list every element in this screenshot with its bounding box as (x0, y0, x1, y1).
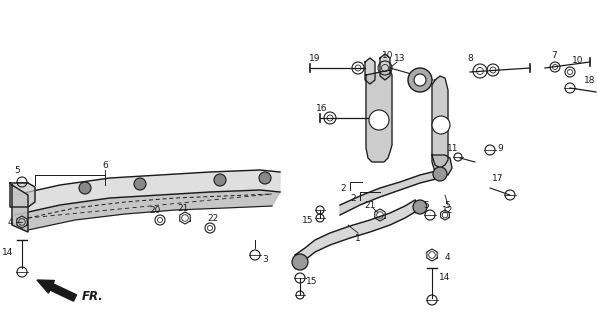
Text: 14: 14 (2, 247, 14, 257)
Text: 14: 14 (439, 274, 451, 283)
Text: 15: 15 (302, 215, 314, 225)
Circle shape (369, 110, 389, 130)
Polygon shape (15, 190, 280, 230)
Text: 5: 5 (14, 165, 20, 174)
Text: 10: 10 (382, 51, 394, 60)
Text: 8: 8 (467, 53, 473, 62)
Circle shape (292, 254, 308, 270)
Text: 10: 10 (573, 55, 584, 65)
Text: 11: 11 (447, 143, 458, 153)
Circle shape (413, 200, 427, 214)
Text: 5: 5 (423, 201, 429, 210)
Circle shape (433, 167, 447, 181)
Circle shape (408, 68, 432, 92)
Text: 17: 17 (493, 173, 504, 182)
Circle shape (134, 178, 146, 190)
Text: 22: 22 (207, 213, 219, 222)
Polygon shape (295, 200, 415, 268)
Polygon shape (12, 185, 28, 232)
Text: 4: 4 (444, 252, 450, 261)
Text: 3: 3 (262, 255, 268, 265)
Circle shape (79, 182, 91, 194)
Text: 7: 7 (551, 51, 557, 60)
Polygon shape (365, 58, 375, 84)
Circle shape (214, 174, 226, 186)
Text: 18: 18 (584, 76, 596, 84)
Text: 13: 13 (394, 53, 406, 62)
Text: 2: 2 (340, 183, 346, 193)
Text: 15: 15 (306, 277, 318, 286)
Polygon shape (380, 54, 390, 80)
Text: 21: 21 (364, 201, 376, 210)
Text: 19: 19 (309, 53, 321, 62)
Text: 5: 5 (444, 201, 450, 210)
Polygon shape (432, 155, 452, 175)
Text: 2: 2 (350, 194, 356, 203)
Text: 4: 4 (7, 218, 13, 227)
Circle shape (432, 116, 450, 134)
Polygon shape (366, 70, 392, 162)
Polygon shape (340, 170, 440, 215)
Polygon shape (432, 76, 448, 168)
Text: 1: 1 (355, 234, 361, 243)
Text: 20: 20 (149, 205, 161, 214)
Polygon shape (15, 170, 280, 215)
Text: 16: 16 (316, 103, 328, 113)
Circle shape (414, 74, 426, 86)
Circle shape (259, 172, 271, 184)
Text: 21: 21 (177, 204, 189, 212)
Text: FR.: FR. (82, 290, 104, 302)
Text: 9: 9 (497, 143, 503, 153)
Text: 12: 12 (442, 205, 454, 214)
FancyArrow shape (37, 280, 76, 301)
Text: 6: 6 (102, 161, 108, 170)
Polygon shape (10, 183, 35, 207)
